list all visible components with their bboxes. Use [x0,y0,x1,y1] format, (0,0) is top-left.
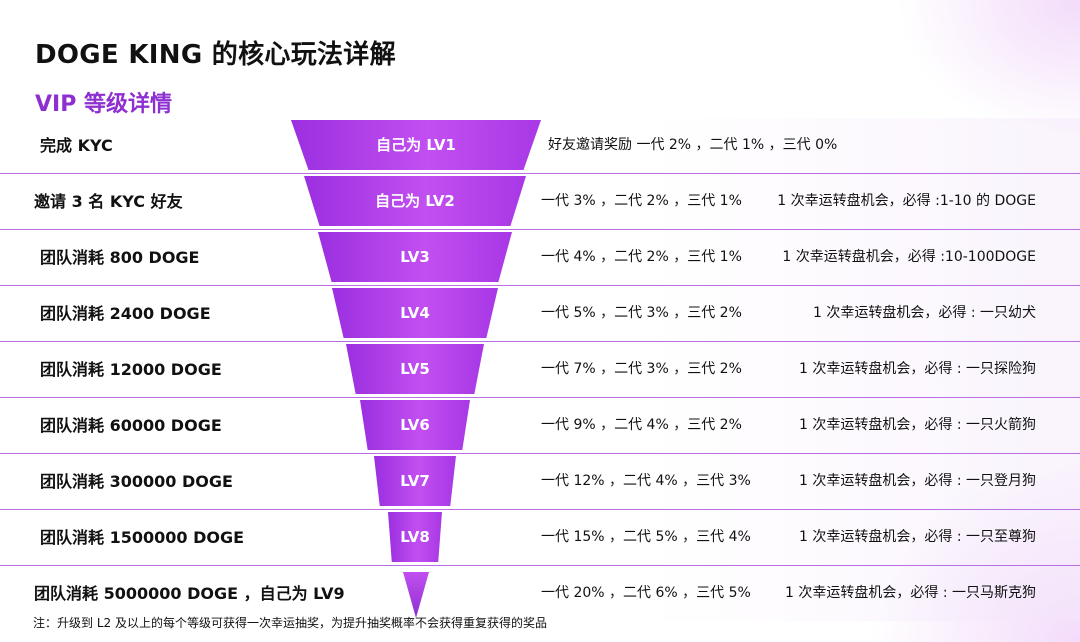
row-bonus: 1 次幸运转盘机会，必得 :1-10 的 DOGE [777,193,1036,209]
level-label: LV5 [400,360,430,378]
row-reward: 好友邀请奖励 一代 2% ，二代 1% ，三代 0% [548,137,838,153]
funnel-segment-lv7: LV7 [374,456,456,506]
vip-row-lv1: 完成 KYC 自己为 LV1 好友邀请奖励 一代 2% ，二代 1% ，三代 0… [0,118,1080,174]
row-bonus: 1 次幸运转盘机会，必得 : 一只登月狗 [799,473,1036,489]
row-reward: 一代 15% ，二代 5% ，三代 4% [541,529,751,545]
level-label: LV7 [400,472,430,490]
funnel-segment-lv6: LV6 [360,400,470,450]
funnel-segment-lv2: 自己为 LV2 [304,176,526,226]
row-bonus: 1 次幸运转盘机会，必得 : 一只火箭狗 [799,417,1036,433]
funnel-segment-lv8: LV8 [388,512,442,562]
row-condition: 团队消耗 12000 DOGE [40,360,222,379]
row-reward: 一代 5% ，二代 3% ，三代 2% [541,305,742,321]
row-condition: 团队消耗 60000 DOGE [40,416,222,435]
level-label: LV8 [400,528,430,546]
vip-row-lv3: 团队消耗 800 DOGE LV3 一代 4% ，二代 2% ，三代 1% 1 … [0,230,1080,286]
row-reward: 一代 12% ，二代 4% ，三代 3% [541,473,751,489]
vip-row-lv5: 团队消耗 12000 DOGE LV5 一代 7% ，二代 3% ，三代 2% … [0,342,1080,398]
vip-row-lv7: 团队消耗 300000 DOGE LV7 一代 12% ，二代 4% ，三代 3… [0,454,1080,510]
row-condition: 完成 KYC [40,136,113,155]
level-label: 自己为 LV1 [376,136,456,154]
row-bonus: 1 次幸运转盘机会，必得 : 一只马斯克狗 [785,585,1036,601]
footnote: 注：升级到 L2 及以上的每个等级可获得一次幸运抽奖，为提升抽奖概率不会获得重复… [33,616,547,630]
row-reward: 一代 3% ，二代 2% ，三代 1% [541,193,742,209]
row-condition: 邀请 3 名 KYC 好友 [34,192,183,211]
funnel-segment-lv5: LV5 [346,344,484,394]
row-bonus: 1 次幸运转盘机会，必得 : 一只幼犬 [813,305,1036,321]
level-label: LV3 [400,248,430,266]
vip-level-table: 完成 KYC 自己为 LV1 好友邀请奖励 一代 2% ，二代 1% ，三代 0… [0,118,1080,621]
row-reward: 一代 20% ，二代 6% ，三代 5% [541,585,751,601]
vip-row-lv6: 团队消耗 60000 DOGE LV6 一代 9% ，二代 4% ，三代 2% … [0,398,1080,454]
vip-row-lv2: 邀请 3 名 KYC 好友 自己为 LV2 一代 3% ，二代 2% ，三代 1… [0,174,1080,230]
funnel-segment-lv1: 自己为 LV1 [291,120,541,170]
row-bonus: 1 次幸运转盘机会，必得 :10-100DOGE [782,249,1036,265]
level-label: 自己为 LV2 [375,192,455,210]
page-title: DOGE KING 的核心玩法详解 [35,40,396,70]
row-condition: 团队消耗 5000000 DOGE ，自己为 LV9 [34,584,345,603]
row-bonus: 1 次幸运转盘机会，必得 : 一只至尊狗 [799,529,1036,545]
funnel-segment-lv4: LV4 [332,288,498,338]
row-reward: 一代 9% ，二代 4% ，三代 2% [541,417,742,433]
vip-row-lv8: 团队消耗 1500000 DOGE LV8 一代 15% ，二代 5% ，三代 … [0,510,1080,566]
row-condition: 团队消耗 2400 DOGE [40,304,211,323]
vip-row-lv4: 团队消耗 2400 DOGE LV4 一代 5% ，二代 3% ，三代 2% 1… [0,286,1080,342]
row-condition: 团队消耗 300000 DOGE [40,472,233,491]
level-label: LV4 [400,304,430,322]
vip-row-lv9: 团队消耗 5000000 DOGE ，自己为 LV9 一代 20% ，二代 6%… [0,566,1080,621]
row-bonus: 1 次幸运转盘机会，必得 : 一只探险狗 [799,361,1036,377]
row-reward: 一代 7% ，二代 3% ，三代 2% [541,361,742,377]
row-condition: 团队消耗 1500000 DOGE [40,528,245,547]
funnel-segment-lv3: LV3 [318,232,512,282]
row-condition: 团队消耗 800 DOGE [40,248,200,267]
row-reward: 一代 4% ，二代 2% ，三代 1% [541,249,742,265]
section-subtitle: VIP 等级详情 [35,92,172,117]
level-label: LV6 [400,416,430,434]
